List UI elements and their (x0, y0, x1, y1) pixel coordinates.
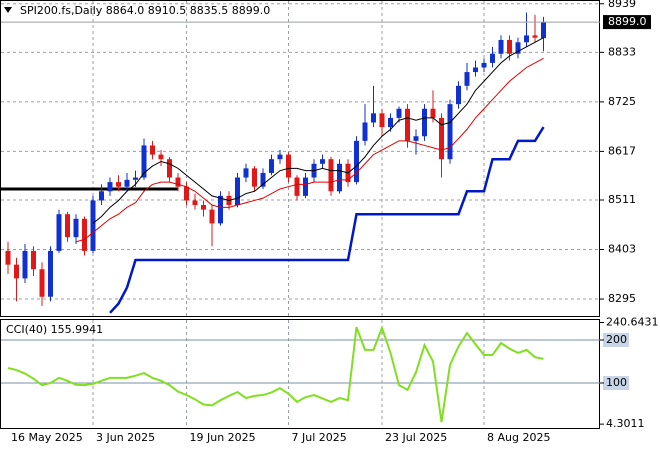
y-tick-label: 240.6431 (606, 316, 659, 329)
candle-body (439, 117, 444, 160)
y-tick-label: 8511 (608, 193, 636, 206)
y-tick-box (603, 375, 629, 390)
y-tick-label: 8617 (608, 144, 636, 157)
y-tick-label: 100 (606, 376, 627, 389)
candle-body (413, 136, 419, 141)
candle-body (99, 191, 104, 201)
y-tick-label: 8403 (608, 243, 636, 256)
last-price-box (603, 15, 651, 30)
indicator-line (75, 57, 544, 243)
candle-body (243, 168, 249, 178)
candle-body (22, 250, 28, 279)
collapse-icon (4, 7, 12, 13)
y-tick-label: 8833 (608, 45, 636, 58)
x-tick-label: 7 Jul 2025 (292, 431, 347, 444)
y-tick-label: 200 (606, 333, 627, 346)
price-panel-frame (0, 0, 600, 317)
candle-body (48, 250, 53, 297)
candle-body (507, 39, 512, 54)
x-tick-label: 16 May 2025 (11, 431, 83, 444)
candle-body (379, 113, 385, 128)
candle-body (269, 159, 274, 173)
candle-body (481, 62, 487, 68)
candle-body (532, 35, 538, 38)
candle-body (31, 250, 36, 270)
cci-title: CCI(40) 155.9941 (6, 323, 103, 336)
candle-body (320, 159, 325, 164)
candle-body (430, 108, 436, 118)
last-price-label: 8899.0 (608, 15, 647, 28)
candle-body (303, 177, 308, 196)
candle-body (201, 205, 206, 210)
candle-body (405, 108, 410, 141)
indicator-line (109, 126, 545, 314)
candle-body (14, 264, 19, 279)
candle-body (124, 179, 130, 187)
candle-body (515, 42, 521, 54)
candle-body (286, 154, 291, 178)
candle-body (388, 117, 393, 128)
y-tick-label: 8295 (608, 292, 636, 305)
candle-body (362, 122, 368, 141)
candle-body (82, 218, 87, 251)
candle-body (464, 72, 470, 86)
candle-body (422, 108, 427, 137)
candle-body (447, 104, 453, 160)
candle-body (65, 214, 70, 238)
candle-body (456, 85, 461, 105)
candle-body (133, 177, 138, 180)
x-tick-label: 19 Jun 2025 (190, 431, 256, 444)
candle-body (209, 209, 215, 224)
candle-body (218, 195, 223, 224)
candle-body (541, 22, 546, 39)
candle-body (337, 163, 342, 192)
y-tick-label: 4.3011 (606, 417, 645, 430)
candle-body (490, 53, 495, 63)
chart-title: SPI200.fs,Daily 8864.0 8910.5 8835.5 889… (20, 4, 270, 17)
candle-body (90, 200, 96, 251)
candle-body (260, 172, 266, 187)
candle-body (277, 154, 283, 160)
candle-body (524, 35, 529, 43)
indicator-line (92, 37, 544, 224)
x-tick-label: 3 Jun 2025 (96, 431, 155, 444)
y-tick-box (603, 332, 629, 347)
candle-body (192, 200, 198, 206)
candle-body (354, 140, 359, 183)
candle-body (252, 168, 257, 187)
candle-body (371, 113, 376, 123)
candle-body (294, 177, 300, 196)
candle-body (141, 145, 147, 178)
candle-body (235, 177, 240, 206)
candle-body (107, 182, 113, 192)
candle-body (158, 154, 164, 160)
candle-body (56, 214, 62, 251)
candle-body (116, 182, 121, 187)
candle-body (73, 218, 79, 238)
candle-body (167, 159, 172, 178)
candle-body (473, 67, 478, 73)
x-tick-label: 8 Aug 2025 (487, 431, 550, 444)
candle-body (328, 159, 334, 192)
y-tick-label: 8939 (608, 0, 636, 10)
candle-body (150, 145, 155, 155)
y-tick-label: 8725 (608, 95, 636, 108)
candle-body (184, 186, 189, 201)
candle-body (175, 177, 181, 187)
candle-body (396, 108, 402, 118)
candle-body (5, 250, 11, 265)
x-tick-label: 23 Jul 2025 (385, 431, 447, 444)
cci-line (7, 325, 544, 423)
candle-body (39, 269, 45, 297)
cci-panel-frame (0, 319, 600, 429)
candle-body (498, 39, 504, 54)
